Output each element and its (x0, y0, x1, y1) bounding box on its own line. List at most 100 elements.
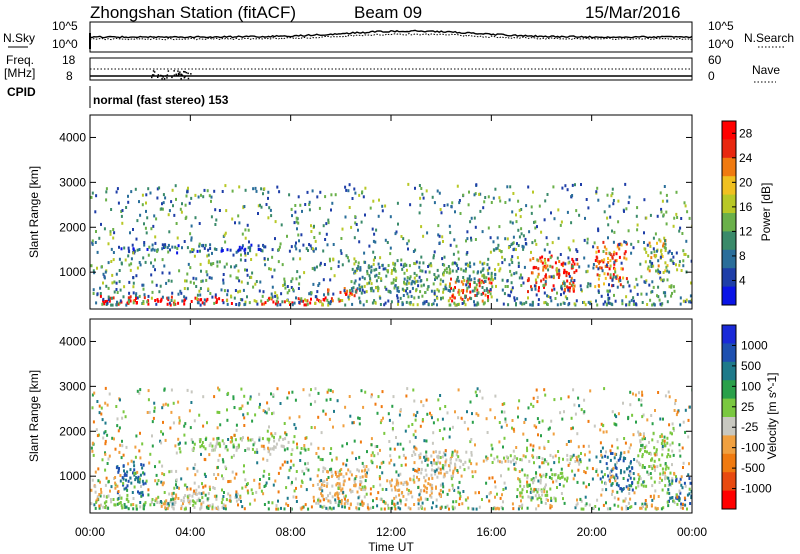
velocity-cell (188, 501, 191, 505)
velocity-cell (616, 446, 619, 450)
velocity-cell (213, 473, 215, 476)
power-cell (372, 250, 375, 254)
power-cell (193, 254, 196, 258)
power-cell (662, 244, 664, 248)
velocity-cell (519, 504, 522, 508)
power-cell (295, 216, 298, 220)
noise-search-line (89, 32, 693, 41)
power-cell (614, 259, 617, 263)
power-cell (474, 238, 477, 241)
power-cell (118, 269, 121, 272)
velocity-cell (533, 461, 535, 465)
power-cell (489, 288, 492, 291)
power-cell (167, 279, 170, 283)
power-cell (421, 269, 424, 273)
velocity-cell (679, 423, 682, 427)
power-cell (301, 209, 303, 213)
velocity-cell (202, 395, 205, 399)
velocity-cell (321, 489, 324, 493)
power-cell (498, 249, 501, 252)
velocity-cell (554, 454, 557, 458)
power-cell (442, 287, 445, 291)
power-cell (459, 296, 462, 300)
power-cell (119, 288, 122, 292)
velocity-cell (262, 492, 265, 496)
velocity-cell (530, 487, 533, 491)
power-cell (521, 276, 524, 280)
power-colorbar-swatch (722, 249, 736, 269)
power-cell (142, 300, 145, 303)
velocity-cell (93, 503, 96, 507)
velocity-cell (600, 422, 603, 426)
power-cell (418, 211, 421, 215)
power-cell (125, 206, 128, 209)
power-cell (531, 300, 534, 304)
velocity-cell (413, 503, 416, 506)
velocity-cell (555, 473, 557, 476)
velocity-cell (538, 420, 541, 424)
power-cell (151, 243, 154, 247)
velocity-cell (637, 461, 640, 465)
velocity-cell (430, 461, 433, 465)
velocity-cell (466, 496, 469, 500)
velocity-cell (532, 396, 535, 400)
power-cell (291, 277, 294, 281)
velocity-cell (395, 470, 398, 474)
velocity-cell (98, 404, 101, 408)
power-cell (473, 300, 475, 304)
velocity-cell (390, 458, 393, 462)
power-cell (302, 299, 305, 303)
velocity-cell (629, 403, 632, 407)
velocity-cell (399, 408, 402, 412)
power-cell (167, 250, 170, 254)
power-cell (225, 262, 228, 266)
power-cell (428, 270, 431, 274)
power-cell (248, 301, 251, 305)
velocity-cell (543, 447, 546, 450)
power-cell (277, 248, 280, 252)
velocity-cell (454, 410, 456, 414)
power-cell (351, 302, 354, 306)
power-cell (359, 266, 362, 270)
power-cell (494, 187, 497, 191)
power-cell (433, 298, 436, 302)
power-cell (211, 251, 213, 255)
power-cell (680, 217, 683, 220)
velocity-cell (126, 493, 129, 497)
velocity-cell (644, 446, 646, 449)
velocity-cell (474, 491, 477, 495)
velocity-cell (526, 506, 529, 510)
velocity-cell (641, 455, 644, 459)
velocity-cell (532, 448, 535, 452)
power-cell (214, 208, 217, 212)
velocity-cell (199, 440, 201, 444)
velocity-cell (651, 457, 654, 461)
velocity-cell (601, 455, 604, 459)
velocity-cell (350, 490, 353, 494)
velocity-cell (123, 487, 126, 491)
velocity-cell (123, 473, 126, 477)
power-cell (367, 264, 370, 268)
power-cell (455, 303, 458, 307)
power-cell (394, 232, 397, 236)
power-cell (685, 298, 688, 302)
power-cell (540, 279, 543, 283)
power-cell (128, 291, 131, 295)
velocity-cell (125, 497, 128, 501)
velocity-cell (346, 458, 349, 462)
power-cell (234, 289, 237, 292)
velocity-cell (634, 502, 637, 506)
velocity-cell (304, 448, 307, 452)
velocity-cell (222, 477, 225, 481)
power-cell (587, 300, 590, 304)
power-cell (344, 215, 347, 219)
power-cell (372, 262, 375, 266)
velocity-cell (441, 464, 444, 467)
power-cell (373, 268, 376, 272)
velocity-cell (598, 507, 600, 511)
power-cell (236, 276, 239, 280)
power-cell (419, 269, 422, 273)
power-cell (576, 262, 579, 266)
velocity-cell (550, 468, 553, 472)
velocity-cell (642, 505, 644, 508)
